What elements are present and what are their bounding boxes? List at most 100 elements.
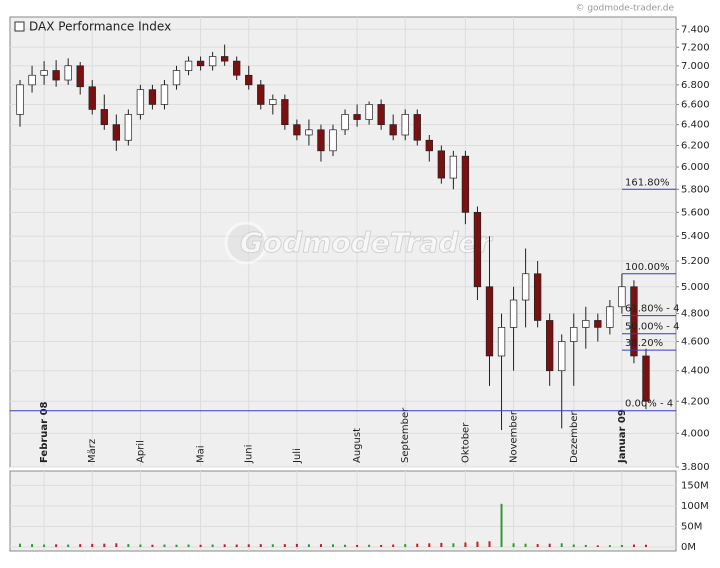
- volume-bar: [67, 544, 70, 547]
- volume-bar: [91, 543, 94, 547]
- candle-body: [389, 124, 397, 136]
- volume-bar: [79, 544, 82, 547]
- volume-bar: [404, 544, 407, 547]
- volume-bar: [151, 544, 154, 547]
- volume-bar: [332, 544, 334, 547]
- candle-body: [594, 320, 602, 328]
- x-tick-label: Dezember: [569, 411, 580, 463]
- source: © godmode-trader.de: [575, 4, 674, 14]
- y-tick-label: 6.800: [681, 80, 710, 91]
- volume-bar: [235, 544, 238, 547]
- volume-bar: [476, 541, 479, 547]
- candle-body: [293, 124, 301, 136]
- y-tick-label: 5.200: [681, 256, 710, 267]
- fib-label: 61.80% - 4: [625, 304, 679, 315]
- volume-bar: [43, 544, 46, 547]
- fib-label: 50.00% - 4: [625, 322, 679, 333]
- volume-bar: [548, 543, 551, 547]
- volume-bar: [440, 542, 443, 547]
- fib-label: 161.80%: [625, 177, 670, 188]
- volume-bar: [644, 544, 647, 547]
- volume-bar: [620, 544, 623, 547]
- fib-label: 38.20%: [625, 338, 663, 349]
- candle-body: [160, 84, 169, 105]
- watermark-text: GodmodeTrader: [240, 226, 493, 259]
- x-tick-label: Juni: [244, 445, 255, 464]
- y-tick-label: 7.000: [681, 61, 710, 72]
- candle-body: [196, 60, 205, 67]
- candle-body: [497, 327, 506, 357]
- candle-body: [570, 327, 578, 342]
- volume-bar: [139, 544, 142, 547]
- candle-body: [16, 84, 24, 115]
- x-tick-label: Mai: [196, 445, 207, 463]
- volume-bar: [223, 544, 226, 547]
- candle-body: [269, 99, 277, 105]
- volume-bar: [368, 544, 371, 547]
- volume-bar: [163, 544, 166, 547]
- volume-bar: [524, 543, 527, 547]
- volume-bar: [127, 544, 130, 547]
- candle-body: [257, 84, 265, 105]
- candle-body: [618, 286, 626, 308]
- volume-bar: [572, 544, 575, 547]
- volume-bar: [428, 543, 431, 547]
- watermark: GodmodeTrader: [224, 221, 494, 265]
- candle-body: [473, 211, 482, 288]
- candle-body: [221, 56, 229, 62]
- volume-bar: [560, 543, 563, 547]
- volume-bar: [452, 543, 455, 547]
- candle-body: [245, 74, 253, 86]
- y-tick-label: 6.400: [681, 120, 710, 131]
- candle-body: [606, 306, 614, 328]
- x-tick-label: Juli: [292, 448, 303, 464]
- x-tick-label: April: [135, 440, 146, 463]
- candle-body: [449, 155, 458, 179]
- candle-body: [642, 355, 650, 402]
- volume-bar: [295, 543, 298, 547]
- candle-body: [485, 286, 494, 357]
- volume-bar: [115, 543, 118, 547]
- y-tick-label: 4.000: [681, 428, 710, 439]
- candle-body: [184, 60, 193, 71]
- candle-body: [100, 109, 108, 126]
- candle-body: [172, 70, 181, 86]
- candle-body: [112, 124, 120, 141]
- candle-body: [582, 320, 590, 328]
- volume-bar: [307, 544, 310, 547]
- volume-bar: [584, 544, 587, 547]
- chart-title: DAX Performance Index: [29, 20, 171, 34]
- volume-bar: [199, 544, 202, 547]
- candle-body: [341, 114, 349, 131]
- volume-bar: [19, 543, 22, 547]
- volume-bar: [512, 543, 515, 547]
- volume-panel: [9, 470, 677, 552]
- candle-body: [40, 70, 48, 76]
- volume-bar: [356, 544, 359, 547]
- candle-body: [233, 60, 241, 76]
- candle-body: [124, 114, 133, 141]
- candle-body: [52, 70, 60, 81]
- candle-body: [401, 114, 409, 136]
- volume-bar: [271, 544, 274, 547]
- candle-body: [546, 320, 554, 372]
- y-tick-label: 5.800: [681, 184, 710, 195]
- volume-bar: [464, 542, 467, 547]
- x-tick-label: Januar 09: [617, 409, 628, 464]
- volume-bar: [392, 544, 395, 547]
- candle-body: [413, 114, 421, 141]
- candle-body: [281, 99, 289, 126]
- vol-tick-label: 100M: [681, 501, 709, 512]
- y-tick-label: 4.600: [681, 337, 710, 348]
- volume-bar: [344, 544, 347, 547]
- candle-body: [64, 65, 72, 81]
- volume-bar: [500, 503, 503, 547]
- vol-tick-label: 150M: [681, 480, 709, 491]
- y-tick-label: 6.200: [681, 141, 710, 152]
- candle-body: [377, 104, 385, 126]
- candle-body: [521, 273, 530, 301]
- candle-body: [329, 129, 337, 152]
- volume-bar: [211, 544, 214, 547]
- x-tick-label: September: [400, 407, 411, 463]
